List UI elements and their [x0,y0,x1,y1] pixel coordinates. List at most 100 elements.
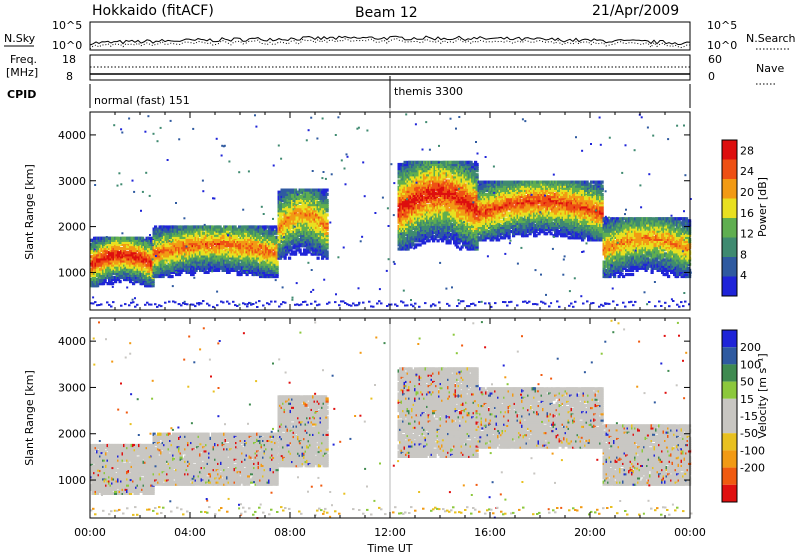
power-cell [120,267,124,271]
power-cell [93,273,97,277]
power-cell [191,264,195,268]
power-cell [133,253,137,257]
nsearch-tick-bottom: 10^0 [707,39,737,52]
power-cell [123,261,127,265]
power-cell [181,256,185,260]
station-title: Hokkaido (fitACF) [92,3,214,19]
power-cell [132,277,136,282]
power-cell [141,236,145,240]
power-cell [194,244,198,248]
power-cell [161,241,165,246]
power-cell [148,236,152,240]
power-cell [181,239,185,244]
power-cell [161,229,165,233]
power-cell [136,265,140,269]
power-cell [181,260,185,264]
nsky-trace [89,35,691,46]
power-cell [117,277,121,282]
freq-tick-bottom: 8 [66,70,73,83]
power-cell [163,258,167,262]
power-cell [130,263,134,267]
power-cell [133,242,137,247]
power-cell [200,252,204,256]
power-cell [109,280,113,284]
power-cell [142,267,146,271]
power-cell [211,225,215,229]
power-cell [194,250,198,254]
power-cell [200,229,204,233]
power-cell [103,277,107,282]
freq-label-1: Freq. [10,53,37,66]
power-cell [325,188,329,192]
power-cell [187,225,191,229]
power-cell [179,270,183,274]
power-cell [142,238,146,242]
power-cell [97,271,101,275]
power-cell [121,269,125,273]
power-cell [157,272,161,277]
power-cell [103,263,107,267]
power-cell [123,249,127,253]
power-cell [142,261,146,265]
power-cell [179,225,183,229]
power-cell [103,242,107,247]
power-cell [106,265,110,269]
power-cell [147,271,151,275]
power-cell [161,239,165,244]
power-cell [157,246,161,250]
power-cell [166,225,170,229]
power-cell [161,233,165,237]
power-cell [205,231,209,235]
power-cell [106,282,110,286]
power-cell [187,246,191,250]
power-cell [275,260,279,264]
power-cell [93,275,97,280]
power-cell [194,229,198,233]
power-cell [325,198,329,203]
freq-tick-top: 18 [62,53,76,66]
power-cell [158,250,162,254]
power-cell [102,282,106,286]
power-cell [151,282,155,286]
power-cell [193,270,197,274]
power-cell [135,280,139,284]
power-cell [166,237,170,241]
power-cell [142,280,146,284]
power-cell [126,275,130,280]
power-cell [121,255,125,259]
power-cell [202,237,206,241]
power-cell [166,252,170,256]
power-cell [166,233,170,237]
power-cell [121,240,125,244]
power-cell [109,261,113,265]
power-cell [205,266,209,270]
power-cell [181,237,185,241]
power-cell [109,253,113,257]
power-cell [105,257,109,261]
power-cell [191,272,195,277]
power-cell [190,250,194,254]
power-cell [172,264,176,268]
power-cell [106,269,110,273]
power-cell [160,231,164,235]
power-cell [197,231,201,235]
power-cell [99,242,103,247]
power-cell [212,266,216,270]
power-cell [141,265,145,269]
power-cell [172,270,176,274]
power-cell [206,270,210,274]
power-cell [133,261,137,265]
power-cell [209,254,213,258]
power-cell [114,277,118,282]
power-cell [418,243,422,247]
power-cell [190,233,194,237]
power-cell [194,260,198,264]
power-cell [129,238,133,242]
power-cell [212,229,216,233]
power-cell [176,268,180,272]
power-cell [96,265,100,269]
cpid-mode-1: normal (fast) 151 [94,94,190,107]
power-cell [176,266,180,270]
power-cell [133,247,137,251]
power-cell [456,245,460,249]
